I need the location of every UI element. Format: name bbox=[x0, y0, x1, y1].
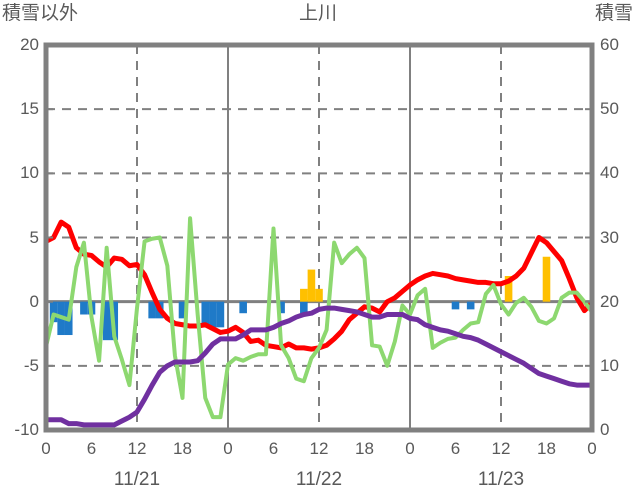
bar-日照時間 bbox=[216, 301, 225, 328]
x-tick-label: 12 bbox=[127, 439, 147, 458]
y-tick-label-left: 0 bbox=[29, 291, 39, 311]
y-tick-label-left: 10 bbox=[20, 163, 39, 183]
x-tick-label: 18 bbox=[355, 439, 374, 458]
bar-日照時間 bbox=[451, 301, 460, 310]
y-tick-label-right: 20 bbox=[600, 291, 619, 311]
tick-marks bbox=[46, 108, 592, 367]
day-label: 11/22 bbox=[295, 469, 343, 490]
x-tick-label: 6 bbox=[86, 439, 97, 458]
bar-降水量 bbox=[542, 256, 551, 302]
day-label: 11/23 bbox=[477, 469, 525, 490]
x-tick-label: 0 bbox=[587, 439, 597, 458]
grid-layer bbox=[46, 45, 592, 430]
x-tick-label: 0 bbox=[41, 439, 51, 458]
y-tick-label-left: 15 bbox=[20, 99, 39, 119]
y-tick-label-right: 30 bbox=[600, 227, 619, 247]
bar-日照時間 bbox=[209, 301, 217, 328]
series-line-風速 bbox=[44, 216, 594, 420]
bar-日照時間 bbox=[201, 301, 210, 328]
bar-日照時間 bbox=[178, 301, 187, 319]
y-tick-label-left: 20 bbox=[20, 35, 39, 54]
x-tick-label: 12 bbox=[491, 439, 511, 458]
day-label: 11/21 bbox=[113, 469, 161, 490]
x-tick-label: 0 bbox=[223, 439, 233, 458]
bar-日照時間 bbox=[80, 301, 88, 315]
page-title: 上川 bbox=[298, 3, 337, 24]
series-line-積雪深 bbox=[46, 305, 592, 428]
bar-日照時間 bbox=[277, 301, 285, 314]
x-tick-label: 18 bbox=[173, 439, 192, 458]
x-tick-label: 6 bbox=[450, 439, 461, 458]
bar-日照時間 bbox=[300, 301, 308, 314]
x-tick-label: 6 bbox=[268, 439, 279, 458]
y-tick-label-right: 10 bbox=[600, 355, 619, 375]
bar-日照時間 bbox=[49, 301, 58, 323]
y-tick-label-left: -5 bbox=[23, 355, 39, 375]
bar-降水量 bbox=[315, 288, 323, 302]
bar-降水量 bbox=[504, 276, 513, 302]
y-tick-label-right: 40 bbox=[600, 163, 619, 183]
y-tick-label-left: -10 bbox=[14, 420, 39, 439]
y-tick-label-right: 60 bbox=[600, 35, 619, 54]
bar-日照時間 bbox=[466, 301, 475, 310]
bar-日照時間 bbox=[102, 301, 111, 341]
y-tick-label-right: 0 bbox=[600, 420, 610, 439]
right-axis-title: 積雪 bbox=[594, 3, 633, 24]
left-axis-title: 積雪以外 bbox=[2, 3, 79, 24]
bar-降水量 bbox=[307, 269, 316, 302]
bar-日照時間 bbox=[239, 301, 247, 314]
bar-降水量 bbox=[300, 288, 308, 302]
y-tick-label-right: 50 bbox=[600, 99, 619, 119]
lines-layer bbox=[44, 216, 594, 428]
x-tick-label: 12 bbox=[309, 439, 329, 458]
y-tick-label-left: 5 bbox=[29, 227, 39, 247]
bar-日照時間 bbox=[148, 301, 156, 319]
x-tick-label: 18 bbox=[537, 439, 556, 458]
x-tick-label: 0 bbox=[405, 439, 415, 458]
bars-layer bbox=[49, 256, 551, 341]
